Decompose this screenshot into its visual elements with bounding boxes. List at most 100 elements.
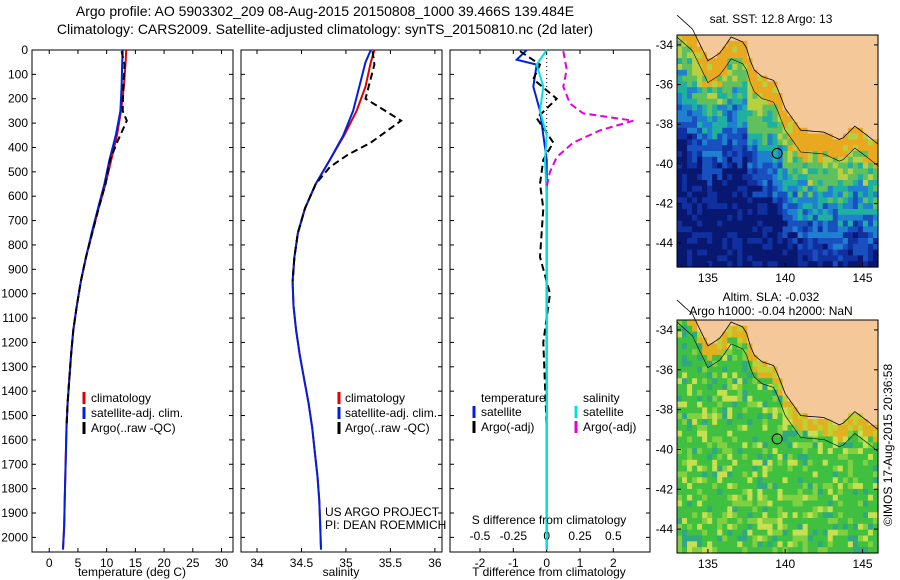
y-tick-label: 1600: [1, 433, 28, 447]
x-tick-label: 34: [250, 556, 264, 570]
y-tick-label: 300: [8, 116, 28, 130]
sst-map-cells: [677, 35, 879, 268]
series-line-temperature-satellite: [514, 49, 548, 550]
y-tick-label: 700: [8, 214, 28, 228]
map-x-tick-label: 145: [853, 271, 873, 285]
y-tick-label: 1900: [1, 506, 28, 520]
legend-heading-temperature: temperature: [481, 391, 546, 405]
x-tick-label: -1: [508, 556, 519, 570]
map-y-tick-label: -44: [656, 522, 674, 536]
series-line-argo-raw-qc-: [291, 51, 403, 282]
legend-label-temp-argo: Argo(-adj): [481, 420, 534, 434]
series-line-satellite-adj-clim-: [291, 49, 372, 550]
salinity-xlabel: salinity: [323, 565, 360, 579]
map-y-tick-label: -34: [656, 323, 674, 337]
x-tick-label: 30: [215, 556, 229, 570]
temperature-xlabel: temperature (deg C): [78, 565, 186, 579]
temperature-axes-frame: [31, 49, 234, 553]
project-annotation-line-1: US ARGO PROJECT: [325, 505, 440, 519]
x-tick-label: 5: [75, 556, 82, 570]
x-tick-label: 2: [610, 556, 617, 570]
map-y-tick-label: -34: [656, 38, 674, 52]
salinity-panel: 34 34.5 35 35.5 36 salinity climatology sate…: [240, 49, 446, 579]
x-top-tick-label: 0.25: [568, 529, 592, 543]
series-line-salinity-satellite: [535, 49, 548, 550]
x-tick-label: 35.5: [379, 556, 403, 570]
difference-legend: temperature satellite Argo(-adj) salinit…: [472, 391, 636, 434]
sst-coastline: [676, 14, 879, 145]
y-tick-label: 400: [8, 140, 28, 154]
sla-shelf-contour: [676, 321, 879, 452]
difference-axes-frame: [449, 49, 651, 553]
x-tick-label: 1: [577, 556, 584, 570]
sla-map-title-line-1: Altim. SLA: -0.032: [723, 290, 820, 304]
y-tick-label: 1400: [1, 384, 28, 398]
x-tick-label: 36: [428, 556, 442, 570]
sla-map-cells: [677, 320, 879, 554]
sst-map-title: sat. SST: 12.8 Argo: 13: [710, 12, 833, 26]
map-x-tick-label: 135: [698, 271, 718, 285]
map-y-tick-label: -36: [656, 78, 674, 92]
map-y-tick-label: -38: [656, 403, 674, 417]
y-tick-label: 900: [8, 262, 28, 276]
project-annotation-line-2: PI: DEAN ROEMMICH: [325, 518, 446, 532]
sst-map-panel: sat. SST: 12.8 Argo: 13 -34 -36 -38 -40 -42 -…: [656, 12, 879, 285]
x-tick-label: 15: [129, 556, 143, 570]
y-tick-label: 1500: [1, 409, 28, 423]
legend-label-temp-satellite: satellite: [481, 405, 522, 419]
difference-top-xlabel: S difference from climatology: [472, 513, 627, 527]
legend-label-sal-satellite: satellite: [583, 405, 624, 419]
y-tick-label: 0: [21, 43, 28, 57]
x-tick-label: 35: [339, 556, 353, 570]
y-tick-label: 2000: [1, 530, 28, 544]
y-tick-label: 500: [8, 165, 28, 179]
y-tick-label: 1700: [1, 457, 28, 471]
map-y-tick-label: -42: [656, 482, 674, 496]
temperature-legend: climatology satellite-adj. clim. Argo(..…: [82, 391, 183, 435]
y-tick-label: 1300: [1, 360, 28, 374]
series-line-climatology: [291, 49, 376, 550]
legend-label-satellite: satellite-adj. clim.: [345, 406, 437, 420]
y-tick-label: 1000: [1, 287, 28, 301]
y-tick-label: 1100: [2, 311, 28, 325]
map-x-tick-label: 145: [853, 557, 873, 571]
legend-label-climatology: climatology: [91, 391, 151, 405]
series-line-temperature-argo-adj-: [519, 50, 559, 428]
x-tick-label: 10: [100, 556, 114, 570]
y-tick-label: 200: [8, 92, 28, 106]
sst-shelf-contour: [676, 36, 879, 167]
x-tick-label: 0: [543, 556, 550, 570]
map-x-tick-label: 140: [775, 271, 795, 285]
y-tick-label: 100: [8, 67, 28, 81]
x-tick-label: 34.5: [290, 556, 314, 570]
credit-label: ©IMOS 17-Aug-2015 20:36:58: [881, 364, 895, 527]
x-tick-label: 0: [46, 556, 53, 570]
salinity-axes-frame: [240, 49, 443, 553]
map-x-tick-label: 140: [775, 557, 795, 571]
x-top-tick-label: -0.25: [500, 529, 528, 543]
argo-location-marker: [771, 433, 783, 445]
sla-map-panel: Altim. SLA: -0.032 Argo h1000: -0.04 h20…: [656, 290, 879, 571]
y-tick-label: 800: [8, 238, 28, 252]
map-y-tick-label: -40: [656, 157, 674, 171]
x-top-tick-label: -0.5: [470, 529, 491, 543]
legend-label-argo: Argo(..raw -QC): [345, 421, 430, 435]
sst-map-frame: [676, 34, 879, 268]
sla-map-frame: [676, 319, 879, 554]
x-tick-label: 25: [186, 556, 200, 570]
y-tick-label: 600: [8, 189, 28, 203]
x-tick-label: -2: [475, 556, 486, 570]
series-line-argo-raw-qc-: [65, 50, 128, 428]
legend-label-satellite: satellite-adj. clim.: [91, 406, 183, 420]
temperature-panel: 0100200300400500600700800900100011001200…: [1, 43, 234, 579]
map-y-tick-label: -40: [656, 442, 674, 456]
series-line-satellite-adj-clim-: [62, 49, 124, 550]
figure-title-line-1: Argo profile: AO 5903302_209 08-Aug-2015…: [75, 3, 575, 19]
map-y-tick-label: -38: [656, 117, 674, 131]
salinity-legend: climatology satellite-adj. clim. Argo(..…: [337, 391, 437, 435]
map-y-tick-label: -42: [656, 197, 674, 211]
y-tick-label: 1800: [1, 482, 28, 496]
legend-label-argo: Argo(..raw -QC): [91, 421, 176, 435]
difference-panel: -2 -1 0 1 2-0.5 -0.25 0 0.25 0.5 S difference fr…: [449, 49, 651, 579]
